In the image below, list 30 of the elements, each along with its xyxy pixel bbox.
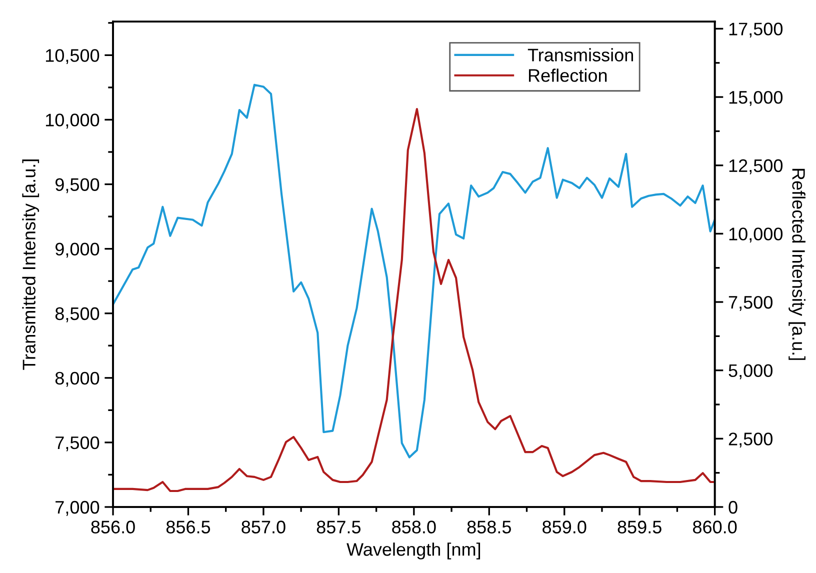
y-tick-label: 7,500 (56, 436, 100, 452)
legend-label: Transmission (528, 48, 634, 62)
x-tick-label: 859.5 (618, 520, 662, 534)
y2-tick-label: 7,500 (728, 296, 772, 311)
x-tick-label: 857.5 (316, 520, 361, 534)
x-tick-label: 858.0 (392, 520, 436, 534)
x-tick-label: 858.5 (467, 520, 511, 534)
y2-tick-label: 10,000 (729, 228, 783, 243)
x-tick-label: 856.5 (166, 520, 210, 534)
y2-axis-title: Reflected Intensity [a.u.] (788, 168, 806, 360)
x-axis-title: Wavelength [nm] (346, 542, 480, 560)
y2-tick-label: 17,500 (729, 22, 783, 38)
y-axis-title: Transmitted Intensity [a.u.] (22, 160, 40, 370)
x-tick-label: 860.0 (693, 520, 737, 534)
y-tick-label: 9,500 (55, 178, 100, 194)
y2-tick-label: 12,500 (729, 159, 783, 174)
y2-tick-label: 5,000 (728, 364, 772, 380)
y2-tick-label: 15,000 (729, 90, 783, 106)
x-tick-label: 859.0 (542, 520, 586, 534)
y-tick-label: 7,000 (56, 500, 100, 516)
y2-tick-label: 2,500 (728, 432, 772, 448)
x-tick-label: 857.0 (242, 520, 286, 534)
y2-tick-label: 0 (728, 500, 738, 514)
legend-label: Reflection (528, 68, 607, 82)
x-tick-label: 856.0 (91, 520, 135, 534)
y-tick-label: 10,500 (46, 49, 100, 64)
y-tick-label: 10,000 (46, 114, 100, 129)
y-tick-label: 8,000 (55, 372, 100, 387)
y-tick-label: 8,500 (55, 307, 100, 322)
y-tick-label: 9,000 (55, 242, 100, 258)
